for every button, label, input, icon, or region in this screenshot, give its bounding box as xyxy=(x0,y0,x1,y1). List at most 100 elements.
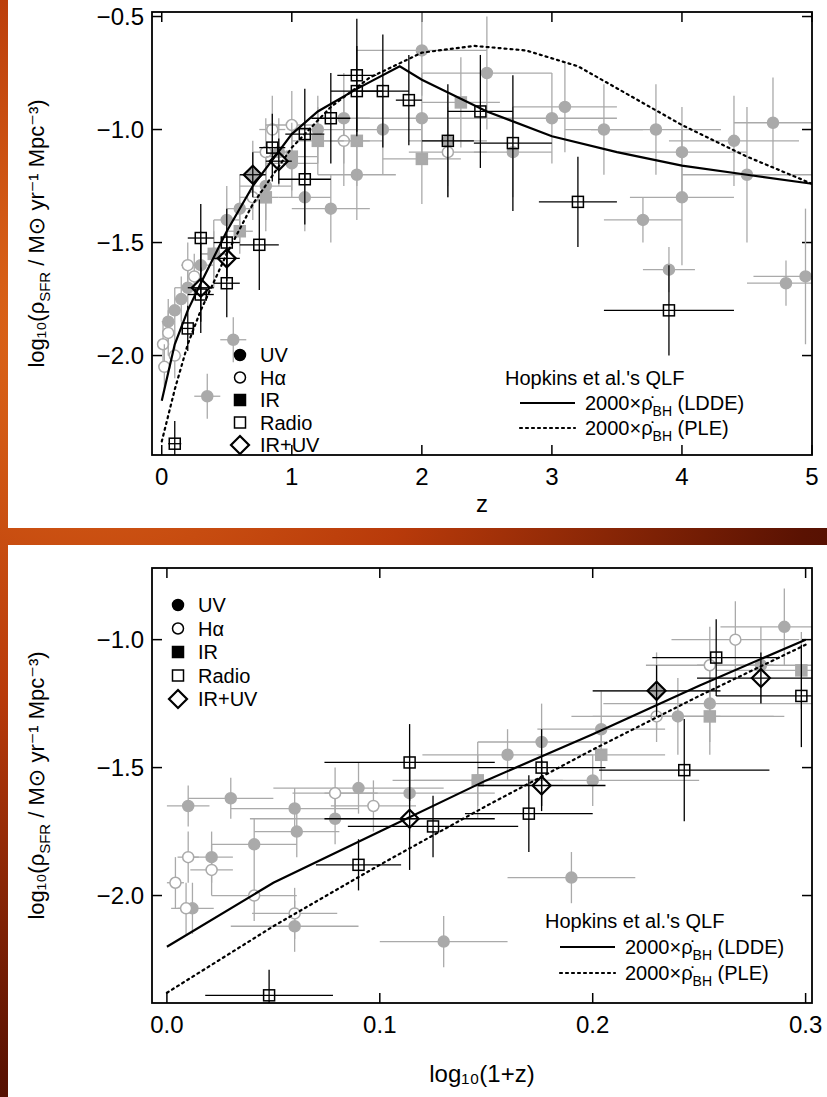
data-point xyxy=(353,859,364,870)
x-tick-label: 1 xyxy=(285,463,298,490)
data-point xyxy=(244,166,262,184)
y-tick-label: −2.0 xyxy=(97,342,144,369)
y-tick xyxy=(152,129,162,131)
x-tick xyxy=(551,445,553,455)
data-point xyxy=(572,196,583,207)
data-point xyxy=(299,129,310,140)
panel-background xyxy=(8,0,827,528)
legend-marker xyxy=(235,395,246,406)
series-circle xyxy=(162,12,812,419)
data-point xyxy=(533,777,551,795)
x-tick xyxy=(805,993,807,1003)
legend-marker xyxy=(173,647,184,658)
y-tick xyxy=(152,895,162,897)
x-tick xyxy=(161,445,163,455)
y-tick-label: −1.5 xyxy=(97,229,144,256)
data-point xyxy=(267,142,278,153)
x-tick xyxy=(379,993,381,1003)
data-point xyxy=(270,152,288,170)
data-point xyxy=(218,249,236,267)
y-error-bar xyxy=(760,627,761,704)
x-error-bar xyxy=(720,626,812,627)
legend-line xyxy=(560,946,615,948)
data-point xyxy=(767,117,778,128)
y-tick-right xyxy=(802,129,812,131)
text-part: log₁₀(ρ xyxy=(24,854,49,920)
y-error-bar xyxy=(684,719,685,821)
legend-label: Hα xyxy=(260,367,286,389)
data-point xyxy=(158,339,169,350)
legend-line xyxy=(520,427,575,429)
legend-marker xyxy=(169,690,187,708)
plot-frame xyxy=(152,568,812,1003)
data-point xyxy=(442,135,453,146)
text-part: SFR xyxy=(36,824,53,854)
legend-label: IR+UV xyxy=(260,434,320,456)
panel-background xyxy=(8,545,827,1097)
data-point xyxy=(438,936,449,947)
data-point xyxy=(523,808,534,819)
y-error-bar xyxy=(801,645,802,747)
text-part: log₁₀(ρ xyxy=(24,302,49,368)
y-tick xyxy=(152,355,162,357)
legend-label: UV xyxy=(198,594,226,616)
y-tick-right xyxy=(802,242,812,244)
legend-marker xyxy=(173,670,184,681)
y-tick-label: −1.5 xyxy=(97,754,144,781)
data-point xyxy=(663,305,674,316)
data-point xyxy=(183,852,194,863)
data-point xyxy=(502,749,513,760)
data-point xyxy=(312,135,323,146)
y-error-bar xyxy=(480,55,481,168)
x-error-bar xyxy=(171,908,214,909)
text-part: BH xyxy=(693,973,712,989)
text-part: (LDDE) xyxy=(712,936,784,958)
text-part: (PLE) xyxy=(712,962,769,984)
legend-label: IR xyxy=(198,641,218,663)
y-tick-label: −1.0 xyxy=(97,626,144,653)
text-part: 2000×ρ̇ xyxy=(585,392,654,414)
y-error-bar xyxy=(304,89,305,179)
y-error-bar xyxy=(272,114,273,182)
data-point xyxy=(254,239,265,250)
data-point xyxy=(325,203,336,214)
y-tick-label: −0.5 xyxy=(97,3,144,30)
x-error-bar xyxy=(716,695,812,696)
data-point xyxy=(596,749,607,760)
figure: 012345−2.0−1.5−1.0−0.5zlog₁₀(ρSFR / M⊙ y… xyxy=(0,0,827,1097)
series-open-square xyxy=(168,19,734,455)
x-tick-label: 0 xyxy=(155,463,168,490)
y-error-bar xyxy=(447,84,448,197)
y-tick xyxy=(152,767,162,769)
y-error-bar xyxy=(382,35,383,148)
y-error-bar xyxy=(408,55,409,145)
x-axis-title: z xyxy=(476,490,488,517)
legend-label: IR xyxy=(260,389,280,411)
data-point xyxy=(377,86,388,97)
legend-marker xyxy=(235,372,246,383)
data-point xyxy=(264,990,275,1001)
data-point xyxy=(330,788,341,799)
legend-marker xyxy=(231,436,249,454)
data-point xyxy=(351,135,362,146)
data-point xyxy=(779,621,790,632)
legend-label: 2000×ρ̇BH (PLE) xyxy=(585,417,729,444)
legend-marker xyxy=(235,350,246,361)
x-tick-label: 0.2 xyxy=(576,1011,609,1038)
y-error-bar xyxy=(528,775,529,852)
curve xyxy=(162,46,812,442)
data-point xyxy=(289,803,300,814)
text-part: BH xyxy=(653,428,672,444)
y-error-bar xyxy=(577,157,578,247)
y-tick-right xyxy=(802,767,812,769)
legend-marker xyxy=(235,417,246,428)
data-point xyxy=(291,826,302,837)
y-tick-label: −2.0 xyxy=(97,882,144,909)
data-point xyxy=(176,294,187,305)
y-axis-title: log₁₀(ρSFR / M⊙ yr⁻¹ Mpc⁻³) xyxy=(24,99,53,367)
data-point xyxy=(206,864,217,875)
y-error-bar xyxy=(226,236,227,281)
legend-label: Radio xyxy=(260,412,312,434)
data-point xyxy=(249,839,260,850)
x-tick-top xyxy=(681,12,683,22)
